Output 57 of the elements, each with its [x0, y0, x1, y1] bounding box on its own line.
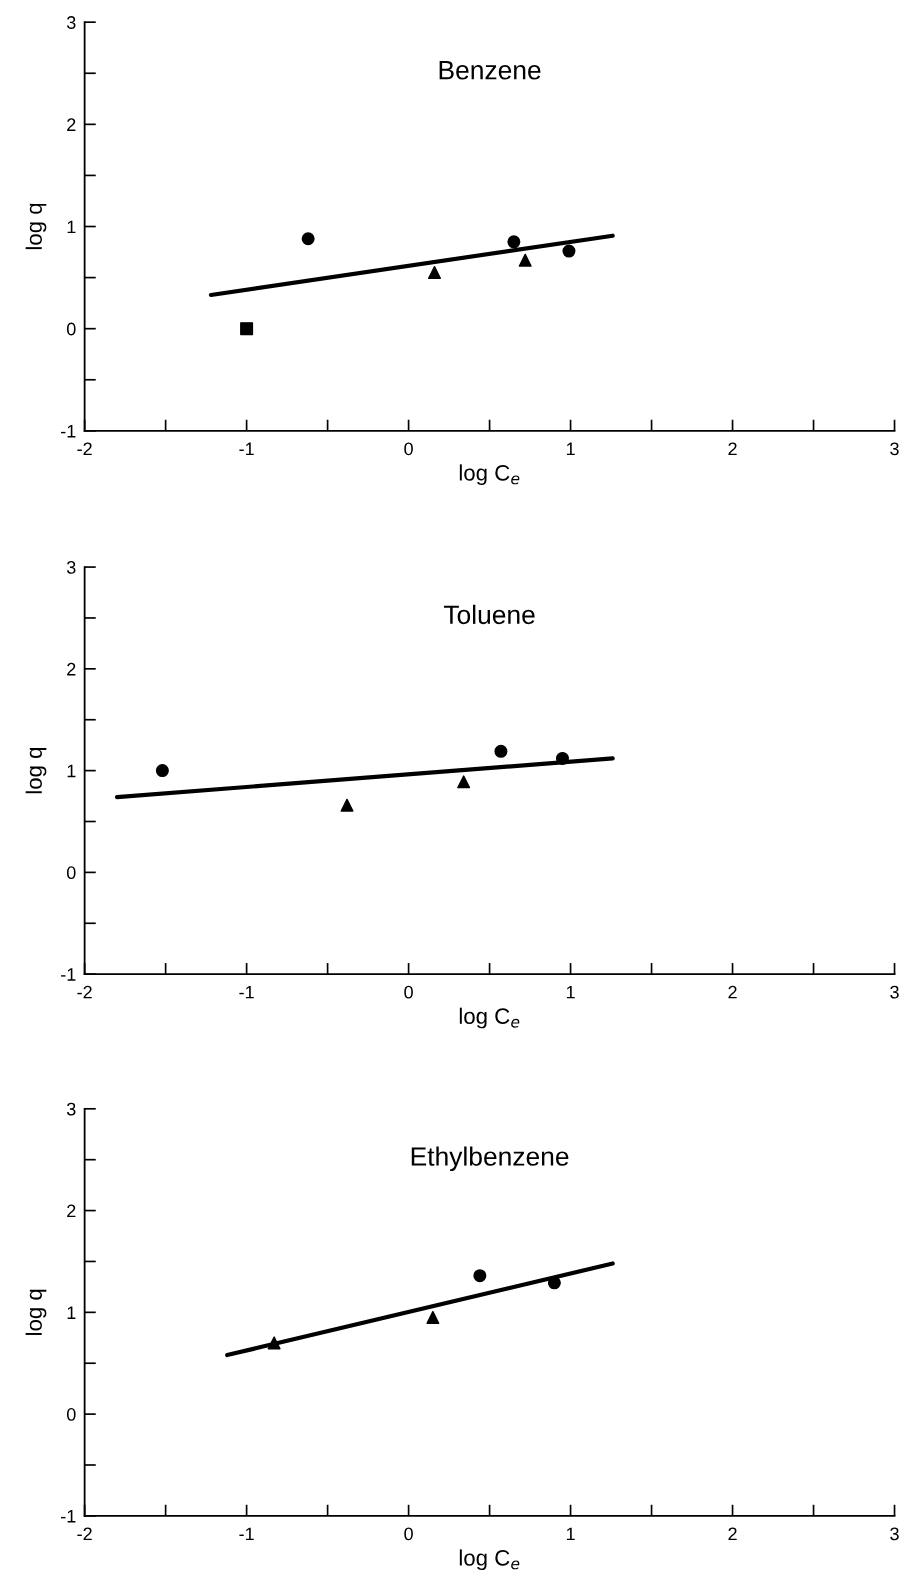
x-tick-label: -2	[77, 442, 92, 456]
x-tick-label: -1	[239, 985, 254, 999]
y-tick-label: 0	[66, 322, 76, 336]
point	[426, 1310, 440, 1324]
y-tick-label: -1	[61, 968, 76, 981]
x-tick-label: -1	[239, 1527, 254, 1541]
y-tick-label: 1	[67, 220, 76, 234]
y-tick-label: 2	[67, 1204, 76, 1218]
x-tick-label: 1	[566, 1527, 575, 1541]
x-tick-label: 1	[566, 442, 575, 456]
point	[155, 764, 169, 778]
y-tick-label: 1	[67, 764, 76, 778]
y-axis-title: log q	[25, 747, 47, 794]
point	[547, 1276, 561, 1290]
point	[494, 744, 508, 758]
x-tick-label: 0	[404, 985, 413, 999]
x-tick-label: -1	[239, 442, 254, 456]
text: Benzene	[439, 61, 541, 80]
y-tick-label: -1	[61, 424, 76, 438]
y-tick-label: 2	[67, 662, 76, 676]
point	[507, 235, 521, 249]
x-tick-label: -2	[77, 1527, 92, 1541]
x-tick-label: 2	[728, 1527, 737, 1541]
point	[457, 775, 471, 789]
x-axis-title: log C$_{e}$	[459, 464, 520, 486]
y-tick-label: 0	[66, 1408, 76, 1421]
x-tick-label: 2	[728, 442, 737, 456]
x-tick-label: 0	[404, 442, 413, 456]
point	[428, 265, 442, 279]
y-tick-label: 0	[66, 866, 76, 880]
x-tick-label: 1	[566, 985, 575, 999]
y-tick-label: 3	[66, 1102, 76, 1116]
text: Toluene	[443, 604, 535, 625]
point	[518, 253, 532, 267]
x-tick-label: 0	[404, 1527, 413, 1541]
point	[240, 322, 254, 336]
point	[562, 244, 576, 258]
x-tick-label: 3	[890, 442, 899, 456]
x-tick-label: 3	[890, 985, 899, 999]
y-tick-label: 3	[66, 561, 76, 574]
x-axis-title: log C$_{e}$	[459, 1549, 520, 1571]
y-tick-label: 3	[66, 16, 76, 29]
point	[267, 1336, 281, 1350]
y-tick-label: 2	[67, 118, 76, 131]
point	[473, 1269, 487, 1283]
x-tick-label: 3	[890, 1527, 899, 1541]
y-axis-title: log q	[25, 1289, 47, 1335]
text: Ethylbenzene	[411, 1146, 569, 1172]
y-tick-label: -1	[61, 1510, 76, 1523]
y-tick-label: 1	[67, 1306, 76, 1319]
point	[301, 232, 315, 246]
point	[340, 798, 354, 812]
x-tick-label: 2	[728, 985, 737, 999]
point	[555, 751, 569, 765]
x-axis-title: log C$_{e}$	[459, 1007, 520, 1029]
y-axis-title: log q	[25, 203, 47, 250]
x-tick-label: -2	[77, 985, 92, 999]
